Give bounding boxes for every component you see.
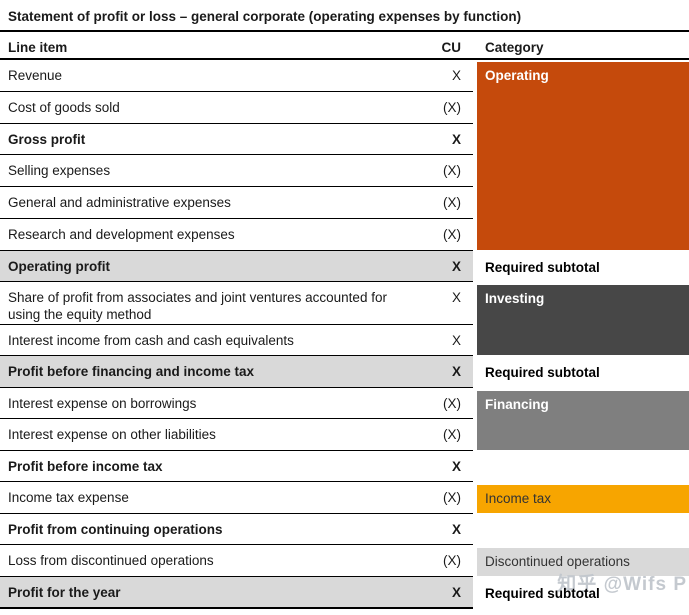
line-item-label: Interest expense on borrowings (8, 396, 197, 411)
table-row-income-tax-expense: Income tax expense (X) (0, 482, 473, 514)
table-row-interest-expense-other: Interest expense on other liabilities (X) (0, 419, 473, 451)
table-header-row: Line item CU Category (0, 30, 689, 60)
line-item-label: Profit from continuing operations (8, 522, 223, 537)
line-item-label: Gross profit (8, 132, 86, 147)
cu-value: X (451, 459, 461, 474)
line-item-label: Loss from discontinued operations (8, 553, 214, 568)
table-row-general-admin-expenses: General and administrative expenses (X) (0, 187, 473, 219)
line-item-label: Profit before income tax (8, 459, 163, 474)
cu-value: X (451, 333, 461, 348)
cu-value: (X) (443, 427, 461, 442)
column-header-line-item: Line item (8, 40, 68, 55)
cu-value: X (451, 259, 461, 274)
line-item-label: Revenue (8, 68, 63, 83)
cu-value: (X) (443, 396, 461, 411)
table-row-rnd-expenses: Research and development expenses (X) (0, 219, 473, 251)
line-item-label: Interest income from cash and cash equiv… (8, 333, 294, 348)
cu-value: X (451, 290, 461, 305)
category-block-financing: Financing (477, 389, 689, 452)
table-row-interest-expense-borrowings: Interest expense on borrowings (X) (0, 388, 473, 419)
cu-value: (X) (443, 227, 461, 242)
table-row-profit-before-financing-tax: Profit before financing and income tax X (0, 356, 473, 388)
category-required-subtotal: Required subtotal (477, 252, 689, 283)
category-block-operating: Operating (477, 60, 689, 252)
table-body: Revenue X Cost of goods sold (X) Gross pro… (0, 60, 689, 610)
line-item-label: Cost of goods sold (8, 100, 120, 115)
cu-value: X (451, 364, 461, 379)
page-title: Statement of profit or loss – general co… (8, 9, 522, 24)
table-row-loss-discontinued-operations: Loss from discontinued operations (X) (0, 545, 473, 577)
line-item-label: Operating profit (8, 259, 110, 274)
table-row-profit-continuing-operations: Profit from continuing operations X (0, 514, 473, 545)
line-item-label: Income tax expense (8, 490, 129, 505)
line-item-label: Research and development expenses (8, 227, 235, 242)
cu-value: X (451, 585, 461, 600)
column-header-cu: CU (441, 40, 462, 55)
table-row-profit-for-the-year: Profit for the year X (0, 577, 473, 609)
cu-value: (X) (443, 100, 461, 115)
table-row-selling-expenses: Selling expenses (X) (0, 155, 473, 187)
table-row-profit-before-income-tax: Profit before income tax X (0, 451, 473, 482)
cu-value: (X) (443, 490, 461, 505)
table-row-operating-profit: Operating profit X (0, 251, 473, 282)
category-required-subtotal: Required subtotal (477, 357, 689, 389)
category-block-investing: Investing (477, 283, 689, 357)
cu-value: (X) (443, 195, 461, 210)
line-item-label: Share of profit from associates and join… (8, 290, 387, 322)
line-item-label: Interest expense on other liabilities (8, 427, 216, 442)
category-block-income-tax: Income tax (477, 483, 689, 515)
cu-value: (X) (443, 163, 461, 178)
cu-value: X (451, 132, 461, 147)
line-item-label: General and administrative expenses (8, 195, 231, 210)
required-subtotal-label: Required subtotal (485, 365, 600, 380)
table-row-interest-income: Interest income from cash and cash equiv… (0, 325, 473, 356)
table-row-share-of-profit-associates: Share of profit from associates and join… (0, 282, 473, 325)
table-row-cogs: Cost of goods sold (X) (0, 92, 473, 124)
category-empty-cell (477, 452, 689, 483)
category-empty-cell (477, 515, 689, 546)
cu-value: X (451, 522, 461, 537)
category-required-subtotal: Required subtotal (477, 578, 689, 610)
category-block-discontinued-operations: Discontinued operations (477, 546, 689, 578)
cu-value: (X) (443, 553, 461, 568)
line-item-label: Profit before financing and income tax (8, 364, 255, 379)
table-row-revenue: Revenue X (0, 60, 473, 92)
line-item-label: Profit for the year (8, 585, 121, 600)
line-item-column: Revenue X Cost of goods sold (X) Gross pro… (0, 60, 473, 610)
required-subtotal-label: Required subtotal (485, 586, 600, 601)
category-column: Operating Required subtotal Investing Re… (477, 60, 689, 610)
column-header-category: Category (485, 40, 544, 55)
table-row-gross-profit: Gross profit X (0, 124, 473, 155)
line-item-label: Selling expenses (8, 163, 111, 178)
cu-value: X (451, 68, 461, 83)
required-subtotal-label: Required subtotal (485, 260, 600, 275)
